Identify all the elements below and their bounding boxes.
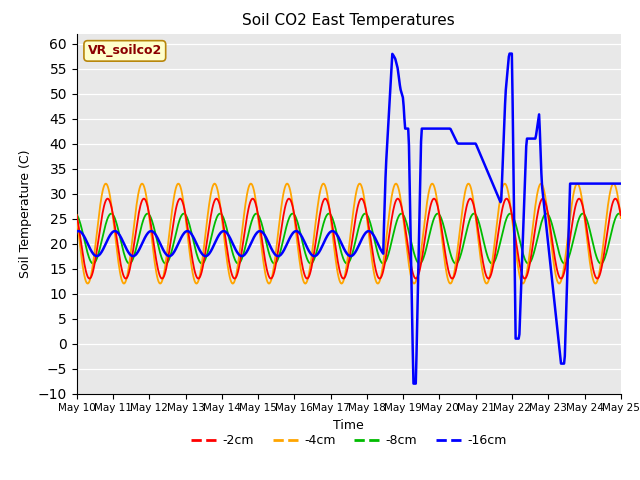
-8cm <box>194 255 202 261</box>
-4cm <box>433 192 440 198</box>
-8cm <box>223 225 230 231</box>
-16cm <box>416 210 424 216</box>
-8cm <box>139 219 147 225</box>
-4cm <box>223 255 230 261</box>
Legend: -2cm, -4cm, -8cm, -16cm: -2cm, -4cm, -8cm, -16cm <box>186 429 511 452</box>
-4cm <box>139 181 147 187</box>
-2cm <box>521 276 529 281</box>
-4cm <box>301 281 309 287</box>
X-axis label: Time: Time <box>333 419 364 432</box>
-8cm <box>417 261 424 266</box>
Line: -16cm: -16cm <box>77 54 621 384</box>
-8cm <box>397 211 405 216</box>
-8cm <box>433 212 440 217</box>
-8cm <box>73 212 81 218</box>
-16cm <box>506 51 513 57</box>
-4cm <box>83 280 90 286</box>
-4cm <box>284 181 291 187</box>
-2cm <box>617 212 625 218</box>
-16cm <box>194 244 202 250</box>
Title: Soil CO2 East Temperatures: Soil CO2 East Temperatures <box>243 13 455 28</box>
-4cm <box>417 254 424 260</box>
-16cm <box>139 240 147 245</box>
-2cm <box>73 212 81 218</box>
-16cm <box>73 229 81 235</box>
Y-axis label: Soil Temperature (C): Soil Temperature (C) <box>19 149 32 278</box>
-2cm <box>502 196 510 202</box>
-16cm <box>431 126 439 132</box>
Line: -8cm: -8cm <box>77 214 621 264</box>
-8cm <box>617 212 625 218</box>
-4cm <box>73 215 81 221</box>
-16cm <box>410 381 417 386</box>
-2cm <box>83 271 90 276</box>
-2cm <box>223 243 230 249</box>
-8cm <box>416 261 424 266</box>
Line: -4cm: -4cm <box>77 184 621 284</box>
-16cm <box>83 239 90 244</box>
-4cm <box>617 215 625 221</box>
-2cm <box>139 197 147 203</box>
Text: VR_soilco2: VR_soilco2 <box>88 44 162 58</box>
-16cm <box>223 230 230 236</box>
-2cm <box>431 196 438 202</box>
-2cm <box>194 276 202 281</box>
-8cm <box>83 247 90 252</box>
-2cm <box>415 271 422 276</box>
Line: -2cm: -2cm <box>77 199 621 278</box>
-16cm <box>617 180 625 186</box>
-4cm <box>194 279 202 285</box>
